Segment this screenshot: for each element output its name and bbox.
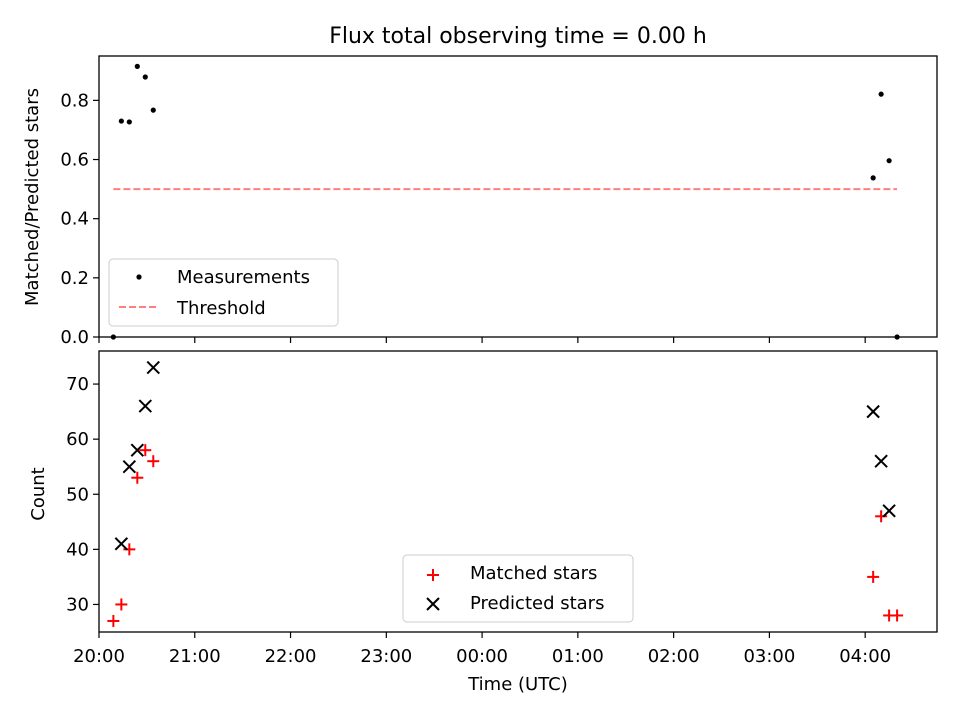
predicted-star-point-7 (882, 504, 896, 518)
top-legend-box (108, 258, 339, 327)
predicted-star-point-2 (130, 443, 145, 457)
matched-star-point-7 (875, 510, 888, 523)
top-y-tick-label-1: 0.2 (60, 268, 89, 289)
bottom-x-tick-label-2: 22:00 (265, 646, 317, 667)
bottom-axes-frame (98, 350, 938, 633)
measurement-point-8 (886, 158, 892, 164)
bottom-x-tick-label-8: 04:00 (839, 646, 891, 667)
legend-label-measurements: Measurements (177, 267, 310, 288)
legend-label-threshold: Threshold (176, 298, 266, 319)
bottom-x-ticks: 20:00 21:00 22:00 23:00 00:00 01:00 02:00 03:00… (73, 632, 891, 667)
top-x-ticks (98, 337, 866, 343)
top-y-tick-label-4: 0.8 (60, 90, 89, 111)
chart-title: Flux total observing time = 0.00 h (329, 24, 707, 49)
bottom-data-marks (107, 360, 904, 627)
predicted-star-point-0 (114, 537, 129, 551)
bottom-legend-box (402, 554, 634, 623)
top-y-tick-label-2: 0.4 (60, 209, 89, 230)
measurement-point-4 (142, 74, 148, 80)
measurement-point-2 (126, 119, 132, 125)
bottom-y-axis-label: Count (28, 467, 49, 520)
predicted-star-point-6 (874, 454, 888, 468)
bottom-y-tick-label-0: 30 (66, 594, 89, 615)
matched-star-point-1 (115, 598, 128, 611)
top-y-tick-label-3: 0.6 (60, 150, 89, 171)
measurement-point-6 (870, 175, 876, 181)
bottom-x-tick-label-1: 21:00 (169, 646, 221, 667)
bottom-x-tick-label-6: 02:00 (648, 646, 700, 667)
legend-label-matched-stars: Matched stars (470, 563, 597, 584)
bottom-x-tick-label-7: 03:00 (743, 646, 795, 667)
predicted-star-point-1 (122, 459, 137, 474)
measurement-point-5 (150, 107, 156, 113)
top-axes-frame (98, 55, 938, 338)
bottom-y-tick-label-2: 50 (66, 484, 89, 505)
top-y-tick-label-0: 0.0 (60, 327, 89, 348)
measurement-point-1 (118, 118, 124, 124)
matched-star-point-5 (147, 455, 160, 468)
predicted-star-point-4 (146, 360, 160, 375)
top-y-ticks: 0.0 0.2 0.4 0.6 0.8 (60, 90, 99, 348)
bottom-x-tick-label-0: 20:00 (73, 646, 125, 667)
bottom-y-ticks: 30 40 50 60 70 (66, 374, 99, 615)
matched-star-point-6 (867, 570, 880, 583)
bottom-y-tick-label-1: 40 (66, 539, 89, 560)
legend-swatch-measurements (136, 274, 142, 280)
legend-swatch-predicted-stars (426, 597, 440, 611)
matched-star-point-4 (139, 444, 152, 457)
predicted-star-point-3 (138, 399, 152, 413)
bottom-x-tick-label-5: 01:00 (552, 646, 604, 667)
legend-swatch-matched-stars (427, 569, 439, 581)
bottom-legend: Matched stars Predicted stars (402, 554, 634, 623)
matched-star-point-3 (131, 471, 144, 484)
top-data-marks (110, 63, 900, 340)
bottom-x-tick-label-4: 00:00 (456, 646, 508, 667)
predicted-star-point-5 (866, 404, 880, 419)
bottom-panel: 30 40 50 60 70 20:00 21:00 22:00 23:00 00:00 01:0… (28, 350, 938, 695)
bottom-y-tick-label-3: 60 (66, 429, 89, 450)
measurement-point-3 (134, 63, 140, 69)
bottom-y-tick-label-4: 70 (66, 374, 89, 395)
top-legend: Measurements Threshold (108, 258, 339, 327)
matched-star-point-0 (107, 614, 120, 627)
top-y-axis-label: Matched/Predicted stars (22, 88, 43, 306)
matched-star-point-2 (123, 543, 136, 556)
bottom-x-tick-label-3: 23:00 (360, 646, 412, 667)
top-panel: Flux total observing time = 0.00 h 0.00.… (22, 24, 938, 348)
measurement-point-7 (878, 91, 884, 97)
matched-star-point-9 (891, 609, 904, 622)
x-axis-label: Time (UTC) (467, 674, 568, 695)
legend-label-predicted-stars: Predicted stars (470, 593, 604, 614)
